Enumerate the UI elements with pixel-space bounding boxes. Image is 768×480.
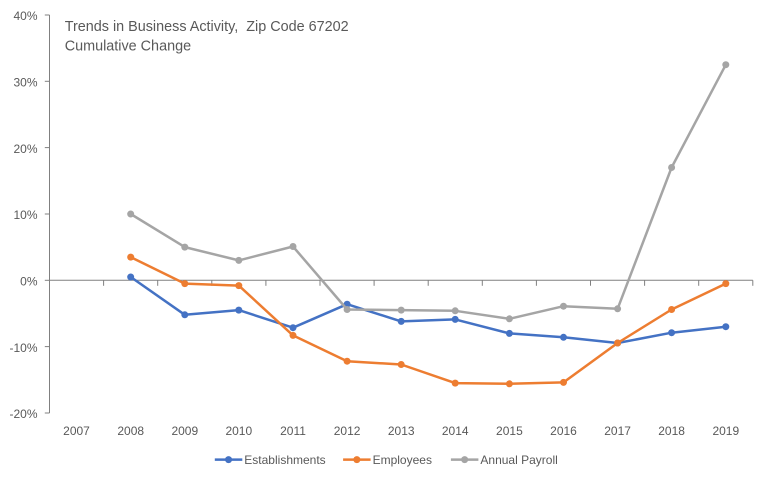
svg-text:2011: 2011 [280,424,306,438]
svg-text:2008: 2008 [117,424,144,438]
svg-text:2015: 2015 [496,424,523,438]
svg-text:2018: 2018 [658,424,685,438]
svg-text:Establishments: Establishments [244,453,325,467]
svg-text:2019: 2019 [712,424,739,438]
svg-text:Cumulative Change: Cumulative Change [65,38,191,54]
svg-text:2009: 2009 [171,424,198,438]
svg-text:-20%: -20% [9,407,37,421]
svg-text:20%: 20% [13,142,37,156]
svg-text:2010: 2010 [225,424,252,438]
svg-text:2012: 2012 [334,424,361,438]
svg-text:30%: 30% [13,76,37,90]
svg-text:10%: 10% [13,208,37,222]
svg-text:-10%: -10% [9,341,37,355]
svg-text:2016: 2016 [550,424,577,438]
svg-text:Trends in Business Activity,: Trends in Business Activity, Zip Code 67… [65,19,349,35]
svg-text:40%: 40% [13,9,37,23]
svg-text:Employees: Employees [373,453,432,467]
svg-text:0%: 0% [20,275,38,289]
svg-text:2014: 2014 [442,424,469,438]
svg-text:2013: 2013 [388,424,415,438]
svg-text:Annual Payroll: Annual Payroll [480,453,557,467]
svg-text:2017: 2017 [604,424,631,438]
svg-text:2007: 2007 [63,424,90,438]
